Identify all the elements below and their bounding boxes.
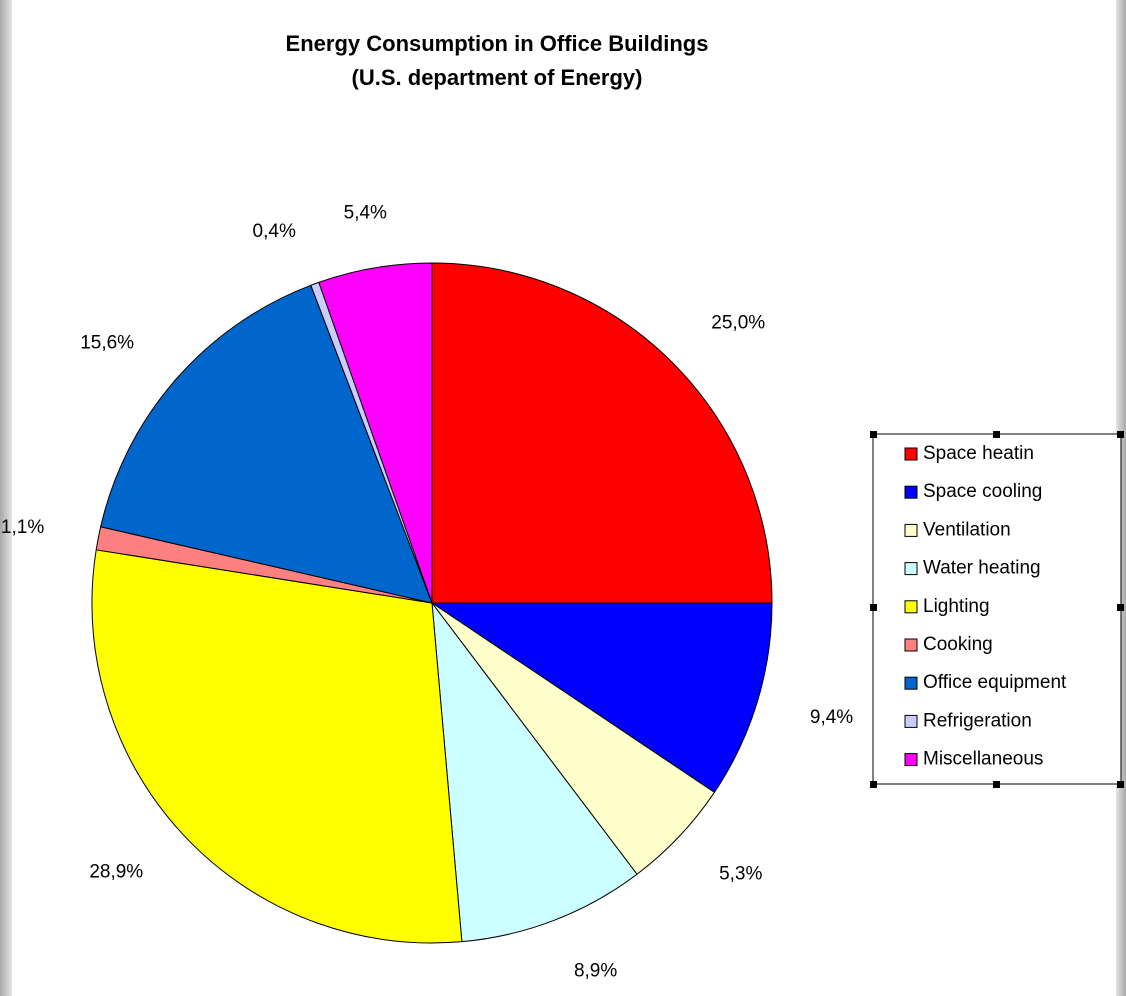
legend-label: Lighting (923, 596, 990, 617)
pie-slice (431, 601, 638, 943)
selection-handle (870, 781, 877, 788)
data-label: 25,0% (711, 313, 765, 334)
legend-swatch (904, 638, 918, 652)
selection-handle (1117, 781, 1124, 788)
legend-label: Space heatin (923, 443, 1034, 464)
legend-swatch (904, 523, 918, 537)
data-label: 9,4% (810, 707, 853, 728)
legend-swatch (904, 676, 918, 690)
chart-subtitle: (U.S. department of Energy) (352, 65, 643, 90)
legend-label: Cooking (923, 634, 993, 655)
frame-edge (0, 0, 12, 996)
legend-swatch (904, 447, 918, 461)
selection-handle (993, 781, 1000, 788)
data-label: 15,6% (80, 333, 134, 354)
pie-slice (430, 602, 773, 794)
legend-swatch (904, 714, 918, 728)
legend-swatch (904, 485, 918, 499)
pie-slice (318, 262, 433, 604)
legend-label: Refrigeration (923, 710, 1032, 731)
data-label: 0,4% (253, 221, 296, 242)
legend-swatch (904, 753, 918, 767)
data-label: 1,1% (1, 517, 44, 538)
legend-label: Miscellaneous (923, 749, 1043, 770)
pie-slice (100, 284, 433, 604)
legend-label: Ventilation (923, 519, 1011, 540)
pie-slice (431, 262, 773, 604)
legend-swatch (904, 562, 918, 576)
data-label: 5,3% (719, 863, 762, 884)
data-label: 8,9% (574, 961, 617, 982)
legend-swatch (904, 600, 918, 614)
legend: Space heatin Space cooling Ventilation Wate… (870, 431, 1124, 788)
selection-handle (1117, 604, 1124, 611)
data-label: 28,9% (89, 862, 143, 883)
data-label: 5,4% (344, 203, 387, 224)
legend-label: Space cooling (923, 481, 1042, 502)
chart-title: Energy Consumption in Office Buildings (286, 31, 709, 56)
selection-handle (870, 604, 877, 611)
legend-label: Water heating (923, 558, 1041, 579)
selection-handle (870, 431, 877, 438)
legend-label: Office equipment (923, 672, 1067, 693)
pie-slice (91, 549, 463, 944)
selection-handle (993, 431, 1000, 438)
selection-handle (1117, 431, 1124, 438)
